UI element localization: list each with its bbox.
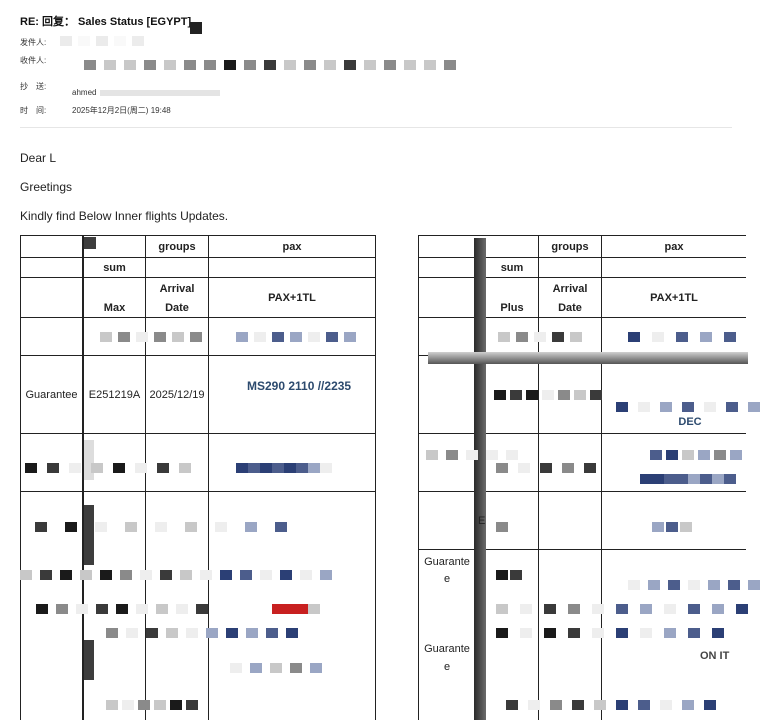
right-redacted-row: [628, 580, 760, 590]
intro-line: Kindly find Below Inner flights Updates.: [20, 209, 229, 223]
right-header-plus: Plus: [500, 302, 524, 314]
left-row-date: 2025/12/19: [149, 389, 205, 401]
greeting-line: Dear L: [20, 151, 57, 165]
right-guarantee-1b: e: [443, 573, 451, 585]
scan-shadow-band: [428, 352, 748, 364]
right-redacted-row: [650, 450, 742, 460]
right-redacted-row: [498, 332, 582, 342]
from-redaction: [60, 36, 200, 46]
left-redacted-row: [236, 332, 356, 342]
left-header-arrival: Arrival: [159, 283, 195, 295]
right-redacted-row: [652, 522, 692, 532]
cc-label: 抄 送:: [20, 82, 47, 91]
left-row-code: E251219A: [88, 389, 141, 401]
right-header-groups: groups: [551, 241, 589, 253]
left-redacted-row: [100, 332, 202, 342]
right-guarantee-1: Guarante: [424, 556, 470, 568]
left-redacted-row: [236, 463, 332, 473]
header-separator: [20, 127, 732, 128]
right-guarantee-2b: e: [443, 661, 451, 673]
right-redacted-row: [494, 390, 602, 400]
to-label: 收件人:: [20, 56, 47, 65]
subject-redaction: [190, 22, 202, 34]
cc-value: ahmed: [72, 88, 97, 97]
right-redacted-row: [616, 402, 764, 412]
cc-redaction: [100, 90, 220, 96]
right-dec-label: DEC: [678, 416, 702, 428]
right-redacted-row: [496, 570, 522, 580]
right-fragment-e: E: [478, 515, 486, 527]
left-redacted-row: [272, 604, 320, 614]
left-redacted-row: [25, 463, 191, 473]
left-redacted-row: [20, 570, 332, 580]
left-header-pax-tl: PAX+1TL: [268, 292, 316, 304]
left-redacted-row: [36, 604, 208, 614]
right-redacted-row: [506, 700, 716, 710]
email-subject: RE: 回复： Sales Status [EGYPT]: [20, 16, 192, 28]
greetings-line: Greetings: [20, 180, 73, 194]
left-header-groups: groups: [158, 241, 196, 253]
right-redacted-row: [640, 474, 736, 484]
right-redacted-row: [496, 463, 596, 473]
left-redacted-row: [106, 628, 298, 638]
right-redacted-row: [496, 522, 508, 532]
to-redaction: [84, 60, 456, 70]
right-fragment-on-it: ON IT: [700, 650, 730, 662]
right-redacted-row: [496, 604, 748, 614]
right-header-pax-tl: PAX+1TL: [650, 292, 698, 304]
left-header-pax: pax: [282, 241, 302, 253]
left-redacted-row: [35, 522, 287, 532]
left-header-max: Max: [103, 302, 126, 314]
right-header-sum: sum: [500, 262, 524, 274]
right-header-pax: pax: [664, 241, 684, 253]
left-header-sum: sum: [103, 262, 126, 274]
time-value: 2025年12月2日(周二) 19:48: [72, 106, 171, 115]
right-header-arrival: Arrival: [552, 283, 588, 295]
from-label: 发件人:: [20, 38, 47, 47]
left-redacted-row: [230, 663, 322, 673]
right-redacted-row: [426, 450, 518, 460]
scan-shadow-band: [474, 238, 486, 720]
left-row-flight: MS290 2110 //2235: [247, 379, 352, 393]
right-redacted-row: [496, 628, 724, 638]
right-redacted-row: [628, 332, 736, 342]
left-row-type: Guarantee: [25, 389, 78, 401]
left-redacted-row: [106, 700, 198, 710]
right-guarantee-2: Guarante: [424, 643, 470, 655]
left-header-date: Date: [165, 302, 189, 314]
right-header-date: Date: [558, 302, 582, 314]
time-label: 时 间:: [20, 106, 47, 115]
